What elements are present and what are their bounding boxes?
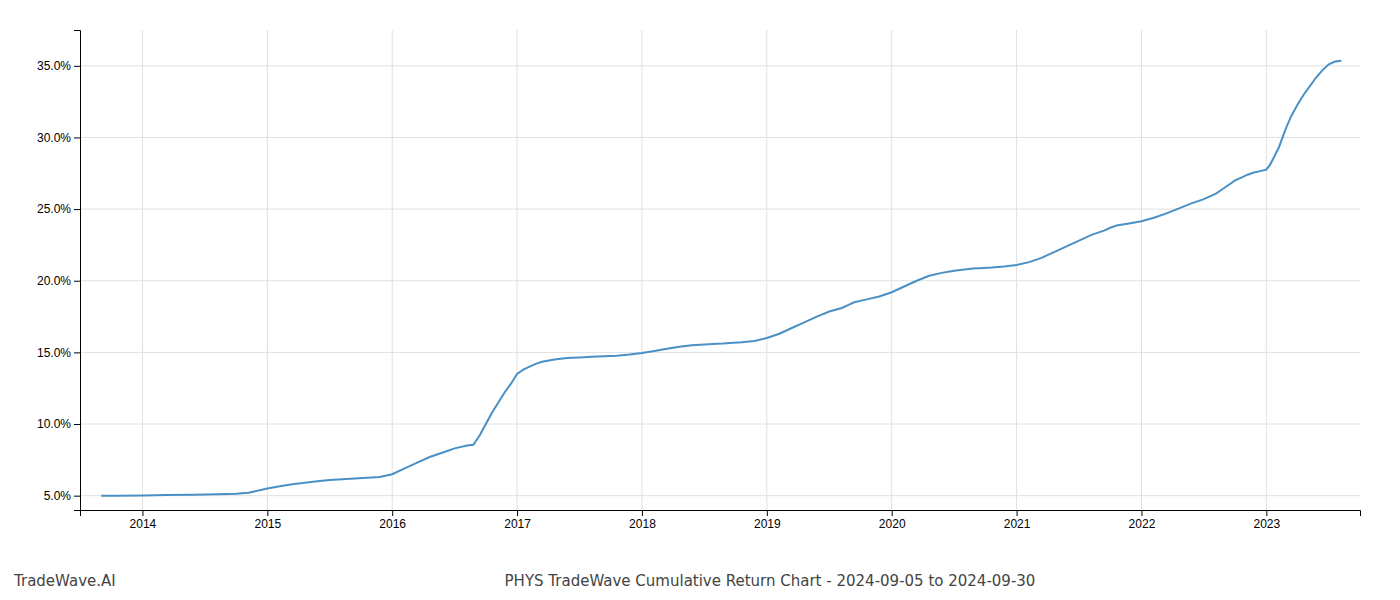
x-tick: 2021 [1004,510,1031,531]
grid-line-x [1141,30,1142,510]
grid-line-x [641,30,642,510]
x-tick-mark [892,510,893,516]
y-tick-mark [74,496,80,497]
x-axis-line [81,511,1361,517]
x-tick-mark [767,510,768,516]
y-tick-mark [74,66,80,67]
x-tick-mark [267,510,268,516]
x-tick-label: 2015 [254,517,281,531]
y-tick-mark [74,137,80,138]
x-tick-mark [1141,510,1142,516]
grid-line-y [80,352,1360,353]
x-tick-mark [142,510,143,516]
annotation: TradeWave.AI [13,572,116,590]
chart: 2014 2015 2016 2017 2018 2019 2020 2021 2022 2023… [0,0,1400,600]
x-tick-mark [1017,510,1018,516]
grid-line-x [1266,30,1267,510]
x-tick-mark [517,510,518,516]
marks [101,61,1341,496]
grid-line-y [80,65,1360,66]
x-tick-mark [642,510,643,516]
grid-line-x [142,30,143,510]
x-tick: 2019 [754,510,781,531]
x-tick: 2023 [1253,510,1280,531]
x-tick: 2018 [629,510,656,531]
grid-line-x [891,30,892,510]
y-tick-mark [74,424,80,425]
x-tick-label: 2017 [504,517,531,531]
y-axis: 5.0% 10.0% 15.0% 20.0% 25.0% 30.0% 35.0% [37,31,81,511]
x-tick-label: 2021 [1004,517,1031,531]
grid-line-x [1016,30,1017,510]
x-axis: 2014 2015 2016 2017 2018 2019 2020 2021 2022 2023 [81,510,1361,531]
y-tick-label: 35.0% [37,59,71,73]
y-axis-line [74,31,81,511]
x-tick: 2015 [254,510,281,531]
x-tick: 2014 [130,510,157,531]
y-tick: 10.0% [37,417,80,431]
y-tick-label: 10.0% [37,417,71,431]
y-tick-mark [74,352,80,353]
y-tick: 35.0% [37,59,80,73]
grid-line-y [80,495,1360,496]
x-tick: 2017 [504,510,531,531]
y-tick-label: 15.0% [37,346,71,360]
x-tick-label: 2014 [130,517,157,531]
y-tick-label: 25.0% [37,202,71,216]
grid-line-y [80,209,1360,210]
y-tick-mark [74,209,80,210]
y-tick: 20.0% [37,274,80,288]
x-tick-label: 2016 [379,517,406,531]
x-tick-label: 2023 [1253,517,1280,531]
y-tick-label: 5.0% [44,489,72,503]
grid-line-x [517,30,518,510]
grid-line-y [80,280,1360,281]
plot-area: 2014 2015 2016 2017 2018 2019 2020 2021 2022 2023… [37,30,1361,531]
x-tick: 2020 [879,510,906,531]
y-tick-label: 30.0% [37,131,71,145]
x-tick-label: 2022 [1129,517,1156,531]
grid-line-x [392,30,393,510]
grid-line-y [80,424,1360,425]
y-tick-label: 20.0% [37,274,71,288]
y-tick: 30.0% [37,131,80,145]
x-tick-mark [392,510,393,516]
y-tick-mark [74,281,80,282]
x-tick: 2016 [379,510,406,531]
grid-line-x [267,30,268,510]
x-tick-label: 2020 [879,517,906,531]
x-tick-label: 2019 [754,517,781,531]
title: PHYS TradeWave Cumulative Return Chart -… [505,572,1036,590]
grid [80,30,1360,510]
background [0,0,1400,600]
line [101,61,1341,496]
grid-line-y [80,137,1360,138]
y-tick: 25.0% [37,202,80,216]
y-tick: 15.0% [37,346,80,360]
x-tick-mark [1266,510,1267,516]
y-tick: 5.0% [44,489,80,503]
x-tick-label: 2018 [629,517,656,531]
grid-line-x [766,30,767,510]
x-tick: 2022 [1129,510,1156,531]
